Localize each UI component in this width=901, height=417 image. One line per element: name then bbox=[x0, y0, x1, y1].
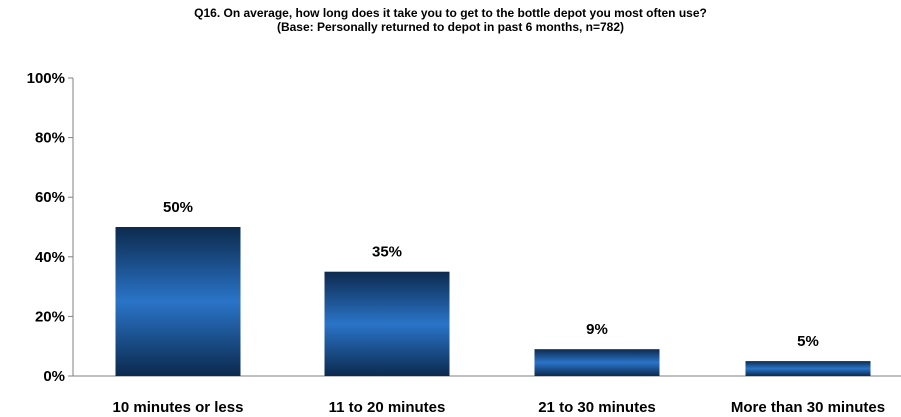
y-tick-label: 80% bbox=[35, 130, 65, 147]
chart-title: Q16. On average, how long does it take y… bbox=[194, 6, 707, 20]
y-tick-label: 60% bbox=[35, 189, 65, 206]
y-tick-label: 40% bbox=[35, 249, 65, 266]
chart-subtitle: (Base: Personally returned to depot in p… bbox=[276, 20, 625, 34]
x-tick-label: 21 to 30 minutes bbox=[538, 399, 656, 416]
x-tick-label: More than 30 minutes bbox=[731, 399, 885, 416]
bar bbox=[324, 271, 450, 376]
data-label: 35% bbox=[372, 244, 402, 261]
data-label: 50% bbox=[163, 199, 193, 216]
y-tick-label: 0% bbox=[43, 368, 65, 385]
bar bbox=[115, 227, 241, 376]
bar bbox=[534, 349, 660, 376]
data-label: 5% bbox=[797, 333, 819, 350]
y-tick-label: 100% bbox=[27, 70, 65, 87]
x-tick-label: 10 minutes or less bbox=[113, 399, 244, 416]
bar bbox=[745, 361, 871, 376]
x-tick-label: 11 to 20 minutes bbox=[329, 399, 446, 416]
y-tick-label: 20% bbox=[35, 308, 65, 325]
data-label: 9% bbox=[586, 321, 608, 338]
